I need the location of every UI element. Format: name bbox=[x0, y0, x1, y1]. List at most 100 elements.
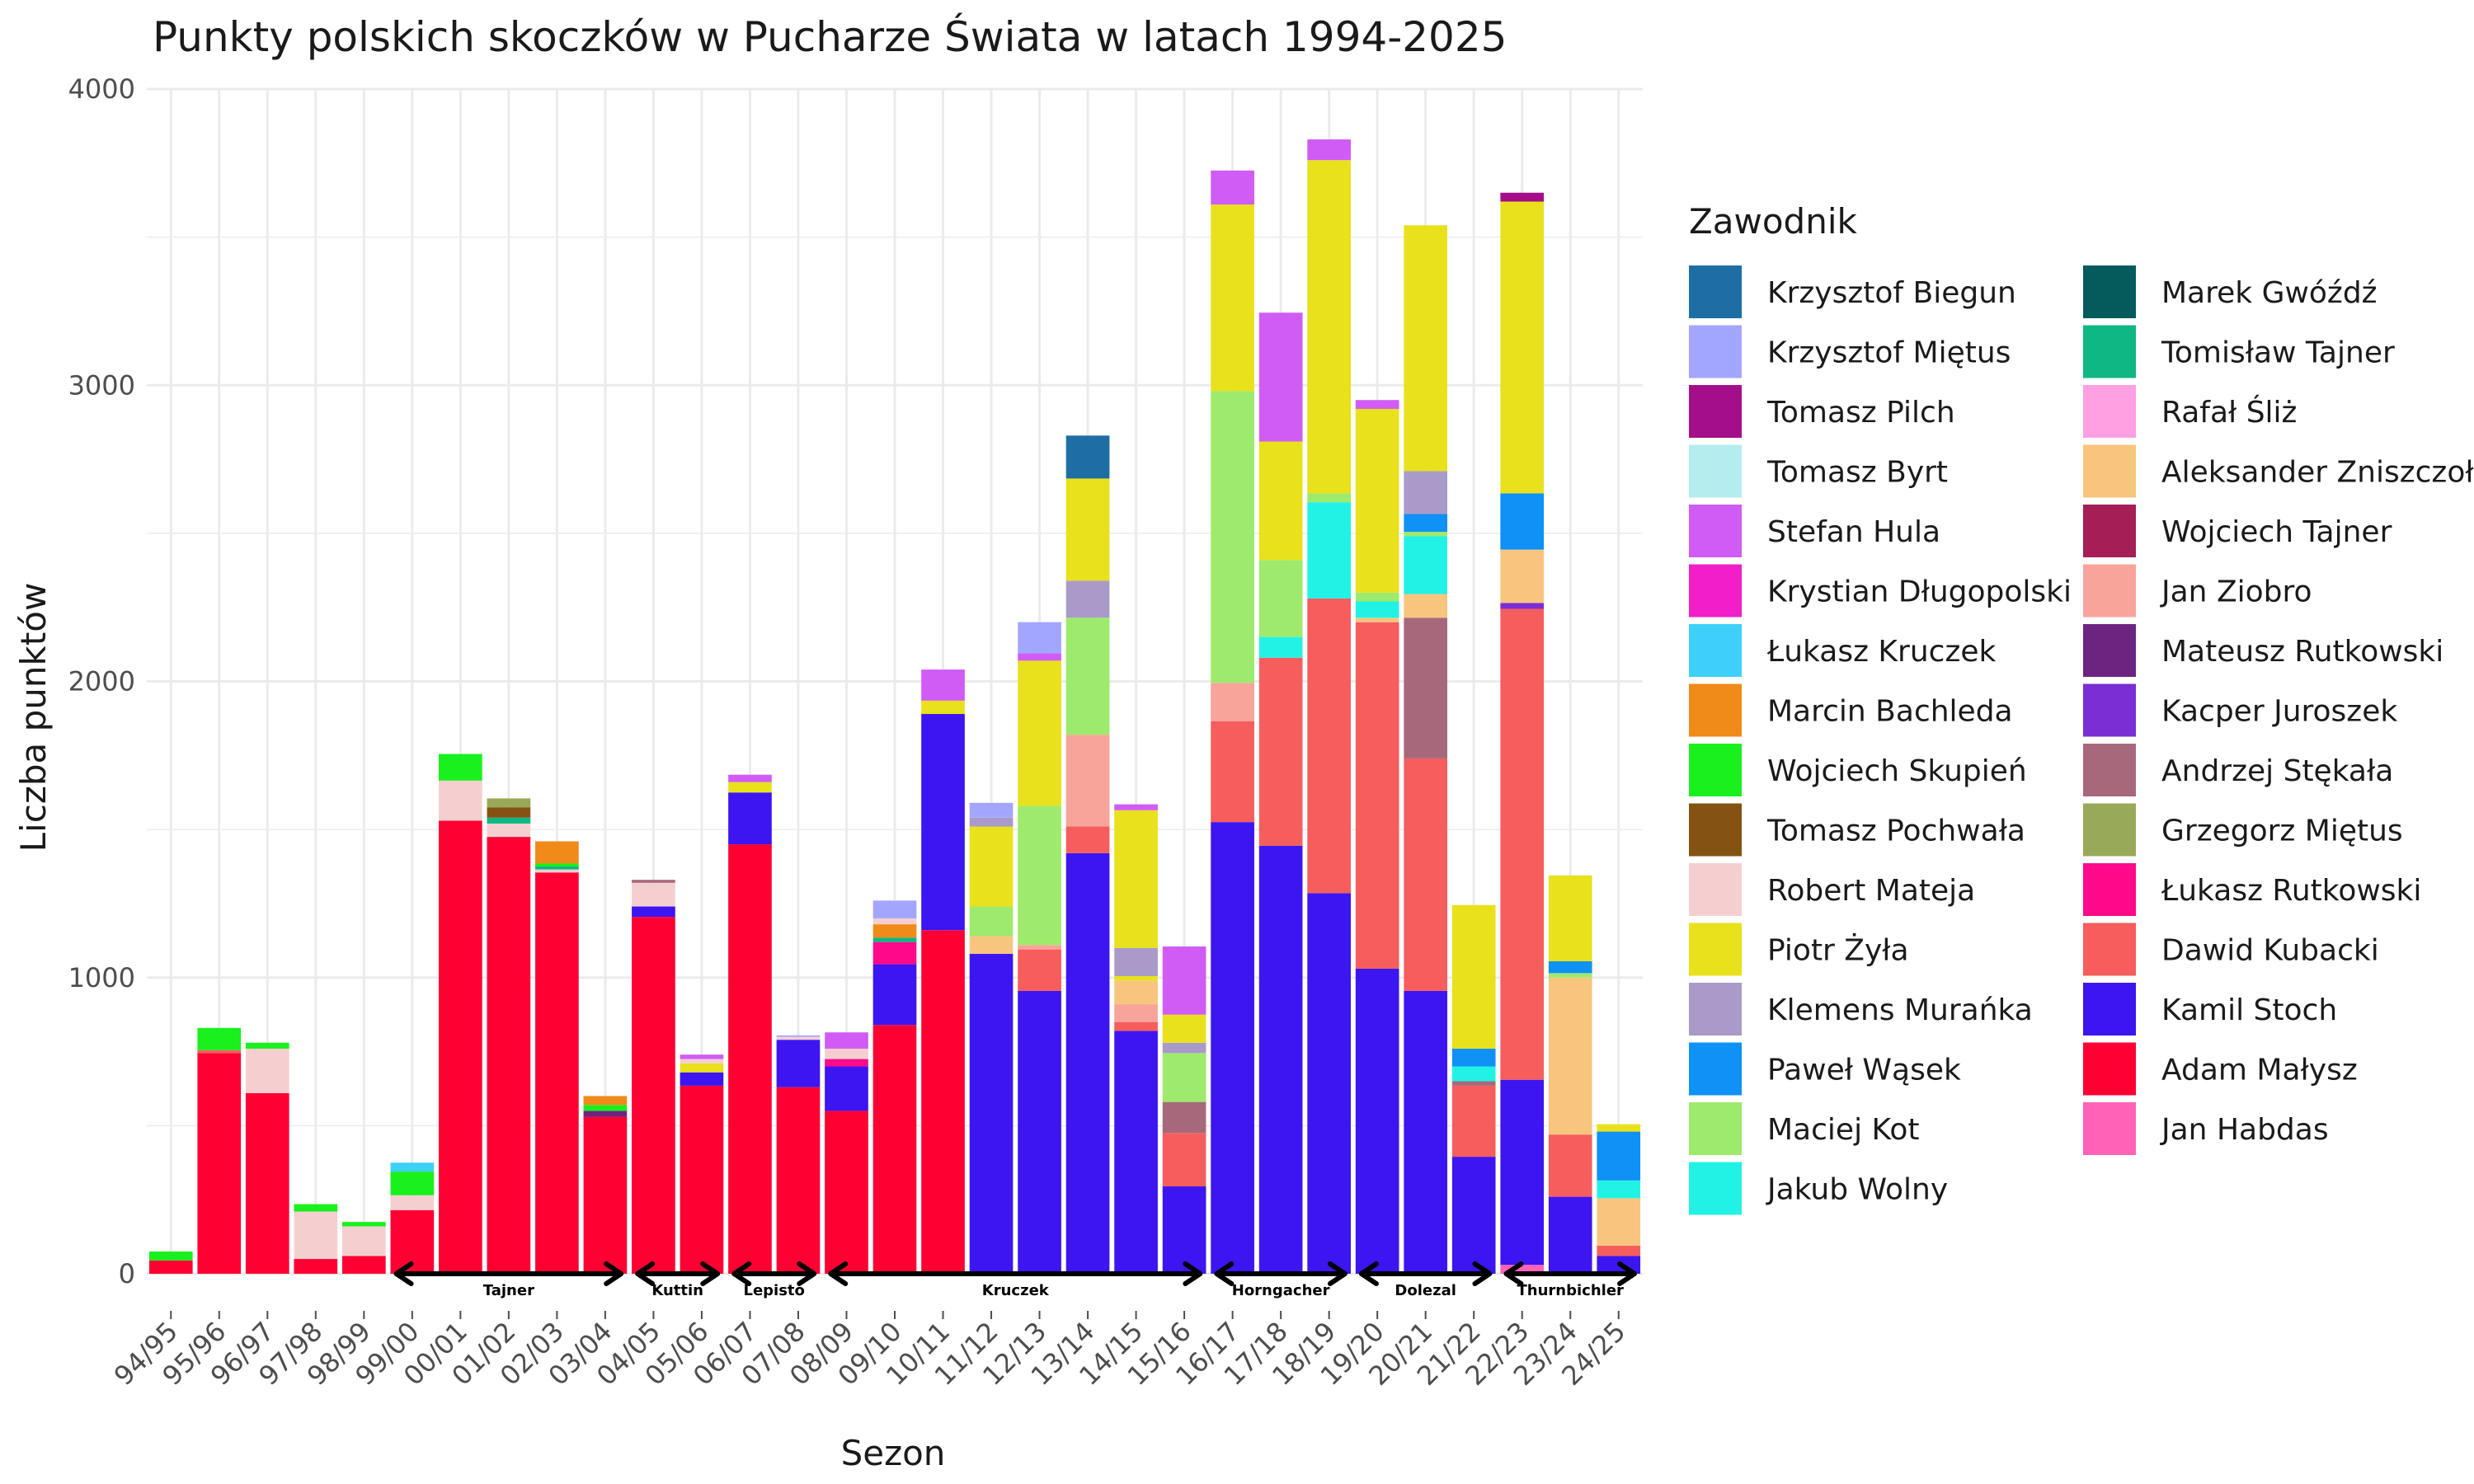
bar-stack-97/98 bbox=[294, 1204, 338, 1274]
legend-item: Marek Gwóźdź bbox=[2083, 265, 2378, 318]
legend-item: Robert Mateja bbox=[1689, 863, 1975, 916]
bar-segment bbox=[390, 1162, 435, 1172]
coach-label: Lepisto bbox=[743, 1282, 804, 1299]
legend-item: Mateusz Rutkowski bbox=[2083, 624, 2443, 677]
bar-segment bbox=[1018, 660, 1061, 806]
bar-segment bbox=[390, 1195, 435, 1210]
bar-segment bbox=[583, 1111, 628, 1117]
legend-item: Andrzej Stękała bbox=[2083, 744, 2393, 796]
bar-segment bbox=[1355, 408, 1399, 593]
bar-segment bbox=[439, 820, 482, 1274]
legend-swatch bbox=[2083, 744, 2136, 796]
bar-segment bbox=[1018, 622, 1061, 654]
bar-segment bbox=[341, 1222, 386, 1227]
legend-swatch bbox=[1689, 1162, 1742, 1215]
legend-label: Jan Habdas bbox=[2160, 1113, 2329, 1147]
bar-segment bbox=[776, 1040, 821, 1087]
legend-swatch bbox=[1689, 744, 1742, 796]
bar-stack-11/12 bbox=[969, 802, 1014, 1274]
bar-segment bbox=[487, 807, 531, 818]
coach-arrow-head-right bbox=[1183, 1261, 1203, 1286]
bar-segment bbox=[197, 1053, 242, 1274]
bar-segment bbox=[1114, 947, 1158, 976]
bar-segment bbox=[1355, 592, 1399, 602]
coach-period: Thurnbichler bbox=[1503, 1261, 1637, 1299]
bar-segment bbox=[825, 1111, 868, 1274]
bar-segment bbox=[680, 1054, 724, 1059]
bar-segment bbox=[1258, 657, 1303, 846]
bar-segment bbox=[1065, 826, 1110, 853]
bar-segment bbox=[487, 823, 531, 838]
legend-label: Tomasz Pilch bbox=[1766, 396, 1955, 430]
legend-label: Maciej Kot bbox=[1767, 1113, 1919, 1147]
bar-segment bbox=[632, 882, 675, 907]
bar-segment bbox=[583, 1096, 628, 1106]
bars bbox=[148, 139, 1641, 1274]
bar-segment bbox=[872, 937, 917, 942]
legend-item: Łukasz Rutkowski bbox=[2083, 863, 2421, 916]
legend-swatch bbox=[1689, 683, 1742, 737]
bar-segment bbox=[969, 954, 1014, 1274]
legend-item: Aleksander Zniszczoł bbox=[2083, 444, 2474, 498]
bar-segment bbox=[1114, 1021, 1158, 1031]
legend-label: Rafał Śliż bbox=[2161, 395, 2297, 430]
bar-segment bbox=[1114, 980, 1158, 1005]
bar-segment bbox=[1307, 160, 1351, 494]
bar-segment bbox=[1162, 1186, 1206, 1274]
legend-swatch bbox=[2083, 624, 2136, 677]
bar-segment bbox=[1162, 1042, 1206, 1054]
legend-swatch bbox=[1689, 1042, 1742, 1096]
coach-arrow-head-left bbox=[1214, 1261, 1235, 1286]
legend-swatch bbox=[1689, 1102, 1742, 1155]
bar-segment bbox=[1258, 441, 1303, 561]
bar-segment bbox=[1211, 204, 1254, 392]
bar-stack-01/02 bbox=[487, 798, 531, 1274]
bar-segment bbox=[1548, 977, 1592, 1135]
legend-label: Wojciech Skupień bbox=[1767, 754, 2027, 788]
bar-segment bbox=[1018, 945, 1061, 950]
bar-segment bbox=[1211, 721, 1254, 823]
bar-segment bbox=[1018, 805, 1061, 946]
bar-segment bbox=[872, 964, 917, 1026]
bar-segment bbox=[148, 1260, 193, 1274]
coach-period: Kuttin bbox=[635, 1261, 721, 1299]
bar-segment bbox=[245, 1092, 289, 1274]
bar-segment bbox=[1597, 1198, 1641, 1246]
bar-segment bbox=[1211, 822, 1254, 1274]
bar-segment bbox=[1355, 601, 1399, 618]
bar-segment bbox=[148, 1252, 193, 1261]
legend-swatch bbox=[1689, 564, 1742, 618]
coach-arrow-head-left bbox=[393, 1261, 414, 1286]
coach-arrow-head-left bbox=[828, 1261, 849, 1286]
bar-segment bbox=[1355, 622, 1399, 969]
bar-segment bbox=[1162, 1133, 1206, 1187]
bar-stack-96/97 bbox=[245, 1042, 289, 1274]
bar-segment bbox=[825, 1048, 868, 1059]
legend-item: Krystian Długopolski bbox=[1689, 564, 2072, 618]
bar-segment bbox=[1548, 973, 1592, 978]
bar-stack-10/11 bbox=[921, 669, 965, 1274]
bar-segment bbox=[245, 1042, 289, 1049]
legend-title: Zawodnik bbox=[1689, 201, 1858, 242]
bar-segment bbox=[1258, 636, 1303, 658]
bar-segment bbox=[535, 863, 579, 867]
legend-label: Klemens Murańka bbox=[1767, 993, 2033, 1027]
legend-item: Piotr Żyła bbox=[1689, 923, 1909, 976]
bar-segment bbox=[1404, 594, 1448, 618]
legend-item: Kamil Stoch bbox=[2083, 983, 2337, 1036]
legend-label: Tomisław Tajner bbox=[2161, 336, 2395, 370]
legend-item: Maciej Kot bbox=[1689, 1102, 1919, 1155]
bar-segment bbox=[1404, 225, 1448, 472]
bar-stack-95/96 bbox=[197, 1027, 242, 1274]
y-tick-label: 4000 bbox=[68, 73, 135, 105]
bar-segment bbox=[825, 1059, 868, 1067]
legend-label: Krzysztof Biegun bbox=[1767, 276, 2016, 310]
bar-segment bbox=[969, 826, 1014, 907]
bar-segment bbox=[245, 1048, 289, 1093]
legend-item: Rafał Śliż bbox=[2083, 385, 2297, 438]
legend-swatch bbox=[1689, 863, 1742, 916]
bar-segment bbox=[1451, 904, 1496, 1049]
bar-segment bbox=[1355, 968, 1399, 1274]
bar-segment bbox=[872, 924, 917, 938]
legend-label: Jakub Wolny bbox=[1766, 1173, 1948, 1207]
